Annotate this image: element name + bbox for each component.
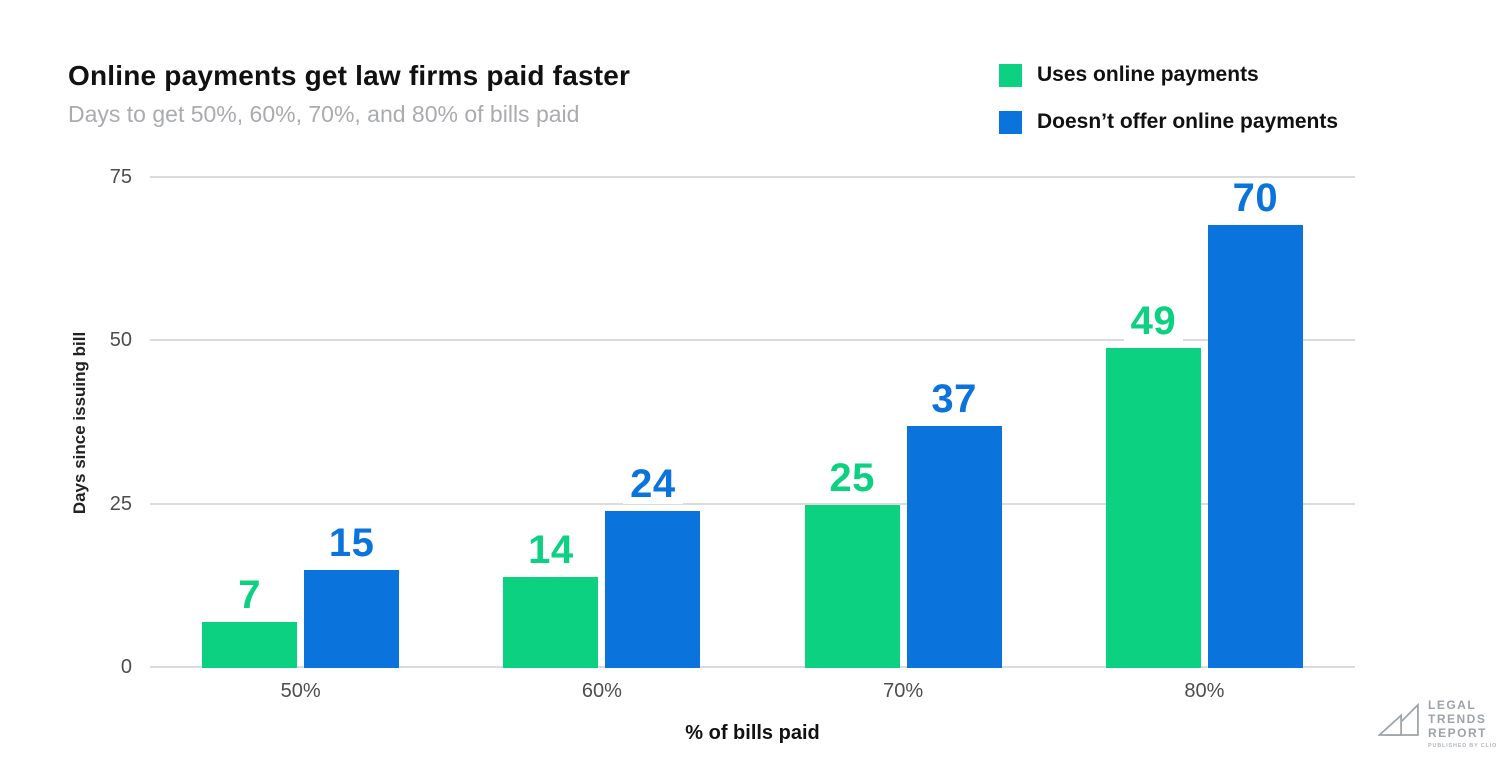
x-axis-title: % of bills paid (685, 722, 820, 744)
y-tick-label: 50 (109, 329, 132, 352)
bar[interactable] (1105, 347, 1201, 668)
y-tick-label: 75 (109, 166, 132, 189)
bars-row: 7 15 14 24 25 37 49 70 (150, 178, 1355, 668)
bar-value-label: 15 (321, 523, 382, 563)
bar-group-70%: 25 37 (753, 178, 1054, 668)
bar-group-50%: 7 15 (150, 178, 451, 668)
legend-item-doesnt-offer-online-payments: Doesn’t offer online payments (999, 110, 1338, 134)
logo-line-report: REPORT (1428, 726, 1488, 741)
x-tick-label: 80% (1184, 680, 1225, 702)
gridline-y-75: 75 (110, 166, 1355, 188)
legend-item-uses-online-payments: Uses online payments (999, 63, 1338, 87)
bar-value-label: 37 (924, 379, 984, 420)
chart-subtitle: Days to get 50%, 60%, 70%, and 80% of bi… (68, 101, 580, 127)
y-tick-label: 0 (120, 656, 132, 679)
logo-line-legal: LEGAL (1428, 698, 1477, 712)
legend-label: Doesn’t offer online payments (1037, 110, 1339, 133)
bar-column: 37 (906, 178, 1002, 668)
bar-column: 15 (304, 178, 400, 668)
bar-column: 49 (1105, 178, 1201, 668)
bar-group-60%: 14 24 (451, 178, 752, 668)
y-axis-title: Days since issuing bill (70, 331, 89, 515)
legal-trends-report-logo: LEGAL TRENDS REPORT PUBLISHED BY CLIO (1378, 698, 1497, 749)
bar-column: 25 (804, 178, 900, 668)
bar-value-label: 24 (623, 464, 683, 505)
gridline-y-25: 25 (110, 493, 1355, 515)
logo-line-trends: TRENDS (1428, 712, 1487, 727)
bar[interactable] (304, 570, 400, 668)
bar-column: 24 (605, 178, 701, 668)
gridline-y-50: 50 (110, 329, 1355, 351)
x-tick-label: 70% (883, 680, 924, 702)
bar[interactable] (202, 622, 298, 668)
legend-swatch-blue (999, 110, 1022, 134)
logo-text: LEGAL TRENDS REPORT PUBLISHED BY CLIO (1428, 698, 1497, 749)
bar[interactable] (906, 426, 1002, 668)
legend-label: Uses online payments (1037, 63, 1259, 86)
x-axis-tick-labels: 50% 60% 70% 80% (150, 680, 1355, 703)
x-tick-label: 50% (280, 680, 321, 702)
x-tick-label: 60% (581, 680, 622, 702)
plot-area: 75 50 25 0 7 15 14 24 25 37 49 70 (110, 166, 1355, 678)
gridline-y-0: 0 (121, 656, 1355, 678)
bar-value-label: 25 (822, 457, 882, 498)
chart-title: Online payments get law firms paid faste… (68, 60, 631, 91)
bar-group-80%: 49 70 (1054, 178, 1355, 668)
bar[interactable] (1207, 225, 1303, 668)
bar-value-label: 49 (1123, 300, 1184, 341)
bar[interactable] (503, 576, 599, 668)
bar-column: 70 (1207, 178, 1303, 668)
legend: Uses online payments Doesn’t offer onlin… (999, 63, 1338, 134)
y-tick-label: 25 (109, 492, 132, 515)
logo-tagline: PUBLISHED BY CLIO (1428, 743, 1498, 750)
legend-swatch-green (999, 63, 1022, 87)
bar-column: 7 (202, 178, 298, 668)
logo-triangles-icon (1378, 702, 1419, 736)
bar-value-label: 70 (1225, 178, 1286, 218)
bar[interactable] (605, 511, 701, 668)
bar-value-label: 7 (231, 575, 268, 616)
bar-value-label: 14 (521, 529, 581, 570)
bar[interactable] (804, 504, 900, 668)
bar-column: 14 (503, 178, 599, 668)
